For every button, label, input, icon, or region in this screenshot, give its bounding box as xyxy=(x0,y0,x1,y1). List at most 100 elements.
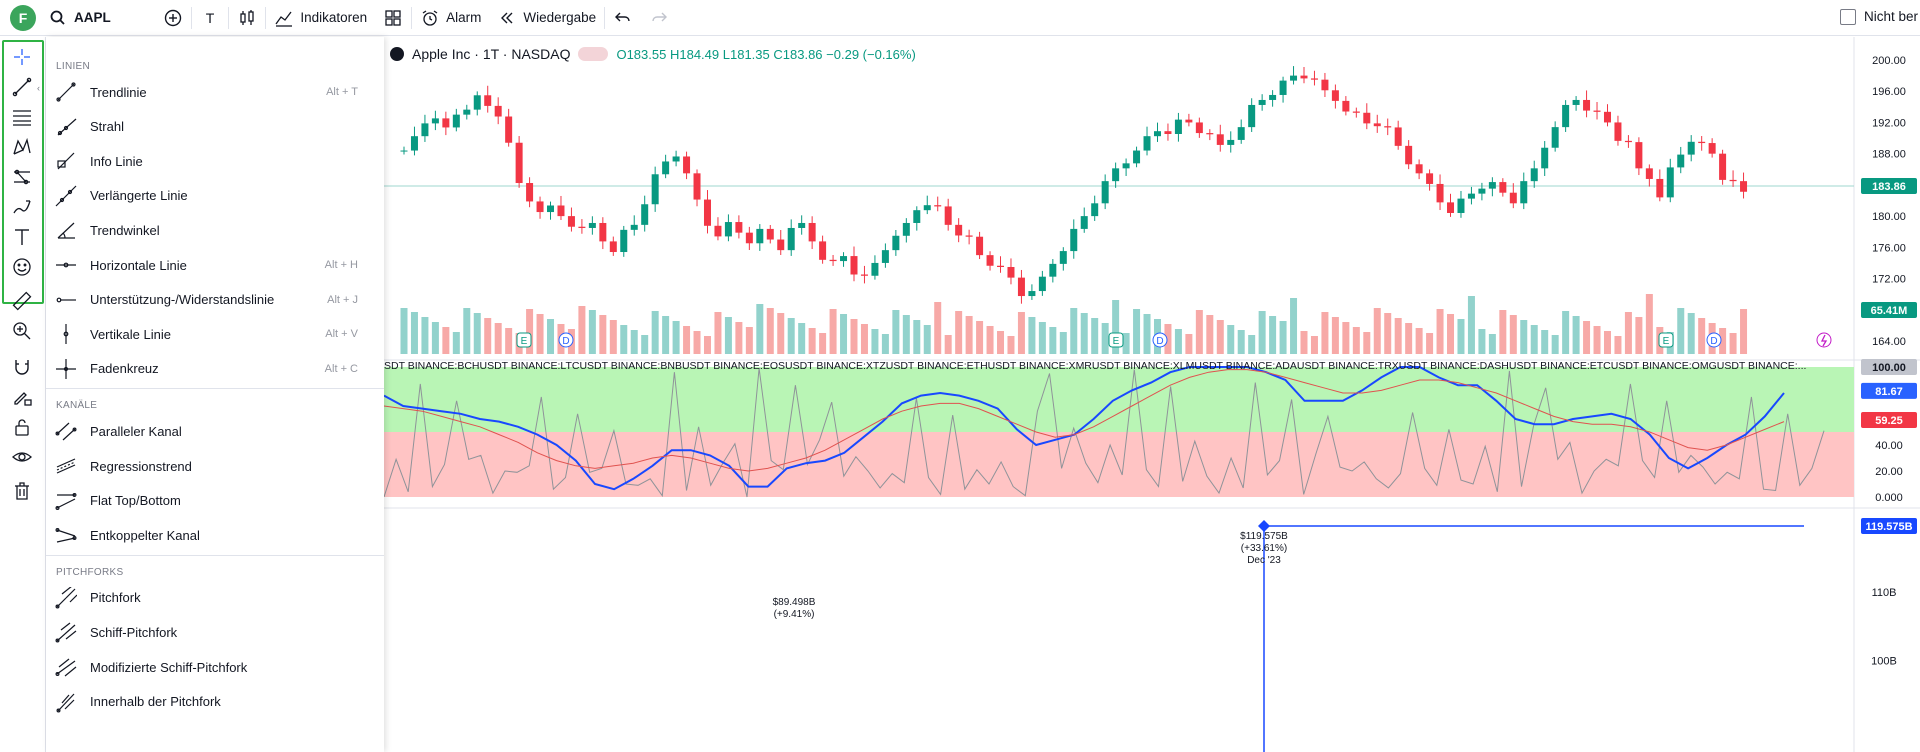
osc-top-badge: 100.00 xyxy=(1872,362,1906,374)
hide-all-button[interactable] xyxy=(9,445,35,471)
menu-divider xyxy=(46,388,384,390)
indicators-button[interactable]: Indikatoren xyxy=(266,0,375,36)
volume-bar xyxy=(871,329,879,354)
candle-body xyxy=(1070,228,1078,252)
menu-item-ray[interactable]: Strahl xyxy=(46,110,384,144)
expand-arrow-icon[interactable]: ‹ xyxy=(37,83,40,93)
zoom-tool-button[interactable] xyxy=(9,319,35,345)
crosshair-tool-button[interactable] xyxy=(9,45,35,71)
volume-bar xyxy=(1133,309,1141,354)
volume-bar xyxy=(1719,328,1727,354)
menu-item-label: Entkoppelter Kanal xyxy=(90,527,200,543)
menu-item-extended-line[interactable]: Verlängerte Linie xyxy=(46,179,384,213)
menu-item-parallel-channel[interactable]: Paralleler Kanal xyxy=(46,414,384,448)
volume-bar xyxy=(1185,334,1193,354)
menu-item-trendline[interactable]: Trendlinie Alt + T xyxy=(46,75,384,109)
volume-bar xyxy=(1300,331,1308,354)
menu-item-horizontal-line[interactable]: Horizontale Linie Alt + H xyxy=(46,248,384,282)
volume-bar xyxy=(1740,309,1748,354)
lightning-icon-mark xyxy=(1820,334,1828,347)
trendline-tool-button[interactable] xyxy=(9,75,35,101)
menu-section-title: PITCHFORKS xyxy=(56,566,124,578)
redo-button[interactable] xyxy=(641,0,677,36)
candle-body xyxy=(703,199,711,226)
chart-type-button[interactable] xyxy=(229,0,265,36)
volume-bar xyxy=(1478,329,1486,354)
symbol-logo-icon xyxy=(390,47,404,61)
volume-bar xyxy=(484,318,492,354)
volume-bar xyxy=(965,316,973,354)
volume-bar xyxy=(473,313,481,354)
osc-blue-badge-bg xyxy=(1861,382,1917,399)
volume-bar xyxy=(1227,325,1235,354)
user-avatar[interactable]: F xyxy=(10,4,36,31)
measure-tool-button[interactable] xyxy=(9,289,35,315)
interval-button[interactable]: T xyxy=(192,0,229,36)
menu-item-info-line[interactable]: Info Linie xyxy=(46,144,384,178)
last-price-badge: 183.86 xyxy=(1872,181,1906,193)
menu-item-vertical-line[interactable]: Vertikale Linie Alt + V xyxy=(46,317,384,351)
text-tool-button[interactable] xyxy=(9,225,35,251)
volume-bar xyxy=(1269,316,1277,354)
toggle-checkbox[interactable] xyxy=(1840,9,1856,25)
layouts-button[interactable] xyxy=(375,0,411,36)
volume-bar xyxy=(819,333,827,354)
menu-item-crossline[interactable]: Fadenkreuz Alt + C xyxy=(46,352,384,386)
menu-item-trend-angle[interactable]: Trendwinkel xyxy=(46,213,384,247)
event-marker: E xyxy=(516,332,532,348)
volume-bar xyxy=(1373,308,1381,354)
osc-raw-line xyxy=(384,368,1825,498)
lock-all-button[interactable] xyxy=(9,415,35,441)
osc-tick-label: 0.000 xyxy=(1875,492,1903,504)
volume-bar xyxy=(923,325,931,354)
menu-item-inside-pitchfork[interactable]: Innerhalb der Pitchfork xyxy=(46,685,384,719)
disjoint-channel-icon xyxy=(54,523,78,547)
candle-body xyxy=(599,222,607,242)
undo-button[interactable] xyxy=(605,0,641,36)
menu-item-regression-trend[interactable]: Regressionstrend xyxy=(46,449,384,483)
event-marker: E xyxy=(1108,332,1124,348)
schiff-pitchfork-icon xyxy=(54,620,78,644)
candle-body xyxy=(1719,153,1727,180)
candle-body xyxy=(850,256,858,275)
menu-item-pitchfork[interactable]: Pitchfork xyxy=(46,581,384,615)
replay-button[interactable]: Wiedergabe xyxy=(489,0,604,36)
pattern-tool-button[interactable] xyxy=(9,135,35,161)
legend-toggle-pill[interactable] xyxy=(578,47,609,61)
menu-item-modified-schiff[interactable]: Modifizierte Schiff-Pitchfork xyxy=(46,650,384,684)
legend-title[interactable]: Apple Inc · 1T · NASDAQ xyxy=(412,46,571,62)
prediction-tool-button[interactable] xyxy=(9,165,35,191)
menu-item-disjoint-channel[interactable]: Entkoppelter Kanal xyxy=(46,518,384,552)
event-marker: D xyxy=(558,332,574,348)
symbol-search-button[interactable]: AAPL xyxy=(44,0,119,36)
volume-bar xyxy=(745,327,753,354)
osc-top-badge-bg xyxy=(1861,359,1917,375)
volume-bar xyxy=(1164,324,1172,354)
menu-item-horizontal-ray[interactable]: Unterstützung-/Widerstandslinie Alt + J xyxy=(46,283,384,317)
candle-body xyxy=(1216,134,1224,145)
alarm-button[interactable]: Alarm xyxy=(412,0,489,36)
brush-tool-button[interactable] xyxy=(9,195,35,221)
menu-item-label: Trendwinkel xyxy=(90,222,160,238)
price-chart[interactable]: E D E D E D $119.575B(+33.61%)Dec '23 $89.498B… xyxy=(384,37,1920,752)
icon-tool-button[interactable] xyxy=(9,255,35,281)
magnet-tool-button[interactable] xyxy=(9,355,35,381)
volume-bar xyxy=(986,326,994,354)
volume-bar xyxy=(1122,333,1130,354)
volume-bar xyxy=(1017,312,1025,354)
candle-body xyxy=(1049,263,1057,277)
compare-button[interactable] xyxy=(155,0,191,36)
regression-trend-icon xyxy=(54,454,78,478)
trendline-icon xyxy=(11,76,33,101)
osc-red-badge: 59.25 xyxy=(1875,415,1903,427)
vertical-line-icon xyxy=(54,322,78,346)
volume-bar xyxy=(766,308,774,354)
menu-item-schiff-pitchfork[interactable]: Schiff-Pitchfork xyxy=(46,615,384,649)
candle-body xyxy=(1677,154,1685,168)
indicators-label: Indikatoren xyxy=(300,10,368,25)
fib-tool-button[interactable] xyxy=(9,105,35,131)
lock-drawing-button[interactable] xyxy=(9,385,35,411)
candle-body xyxy=(1530,168,1538,182)
remove-drawings-button[interactable] xyxy=(9,479,35,505)
menu-item-flat-top-bottom[interactable]: Flat Top/Bottom xyxy=(46,484,384,518)
